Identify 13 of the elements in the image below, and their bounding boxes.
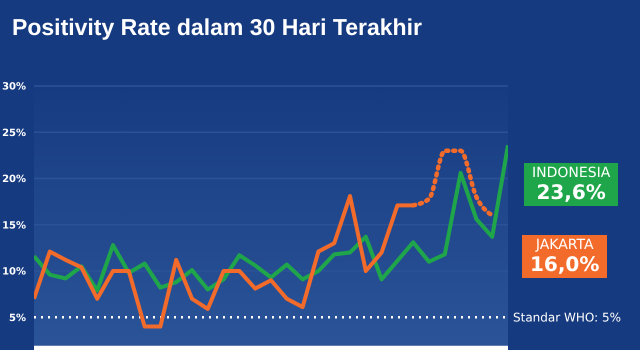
series-label: INDONESIA	[532, 165, 610, 182]
chart-title: Positivity Rate dalam 30 Hari Terakhir	[12, 14, 422, 41]
ref-line-label: Standar WHO: 5%	[513, 310, 622, 325]
y-tick-label: 5%	[9, 312, 26, 324]
text: 16,0%	[530, 252, 600, 276]
y-tick-label: 20%	[2, 174, 26, 186]
y-tick-label: 10%	[2, 266, 26, 278]
y-tick-label: 25%	[2, 128, 26, 139]
y-tick-label: 30%	[2, 82, 26, 93]
text: JAKARTA	[534, 237, 595, 254]
line-series	[34, 143, 508, 292]
y-tick-label: 15%	[2, 220, 26, 232]
text: 23,6%	[535, 180, 607, 204]
